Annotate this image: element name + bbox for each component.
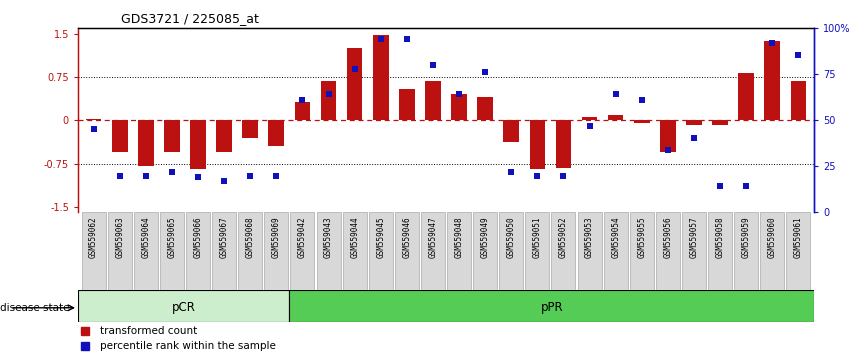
FancyBboxPatch shape [316,212,340,290]
Bar [112,120,127,152]
Text: GSM559061: GSM559061 [794,216,803,258]
Text: GSM559050: GSM559050 [507,216,516,258]
Text: GSM559062: GSM559062 [89,216,98,258]
FancyBboxPatch shape [369,212,393,290]
Bar [86,119,101,120]
FancyBboxPatch shape [212,212,236,290]
FancyBboxPatch shape [630,212,654,290]
FancyBboxPatch shape [604,212,628,290]
FancyBboxPatch shape [264,212,288,290]
Bar [712,120,728,125]
Text: GSM559044: GSM559044 [350,216,359,258]
Text: GSM559055: GSM559055 [637,216,646,258]
Text: GSM559069: GSM559069 [272,216,281,258]
Bar [765,41,780,120]
FancyBboxPatch shape [134,212,158,290]
Bar [346,48,363,120]
Text: GSM559047: GSM559047 [429,216,437,258]
FancyBboxPatch shape [421,212,445,290]
FancyBboxPatch shape [786,212,811,290]
FancyBboxPatch shape [682,212,706,290]
Bar [503,120,519,142]
Text: GSM559052: GSM559052 [559,216,568,258]
FancyBboxPatch shape [526,212,549,290]
Text: GDS3721 / 225085_at: GDS3721 / 225085_at [121,12,259,25]
Bar [78,290,289,322]
FancyBboxPatch shape [473,212,497,290]
Text: percentile rank within the sample: percentile rank within the sample [100,341,276,351]
FancyBboxPatch shape [186,212,210,290]
Bar [164,120,180,152]
Bar [686,120,701,125]
Text: GSM559053: GSM559053 [585,216,594,258]
Text: GSM559058: GSM559058 [715,216,725,258]
FancyBboxPatch shape [81,212,106,290]
Bar [373,35,389,120]
Text: GSM559048: GSM559048 [455,216,463,258]
Bar [791,81,806,120]
FancyBboxPatch shape [760,212,785,290]
FancyBboxPatch shape [290,212,314,290]
Text: GSM559064: GSM559064 [141,216,151,258]
Text: GSM559045: GSM559045 [376,216,385,258]
Text: GSM559068: GSM559068 [246,216,255,258]
FancyBboxPatch shape [708,212,732,290]
Bar [242,120,258,138]
Text: GSM559043: GSM559043 [324,216,333,258]
Bar [191,120,206,169]
FancyBboxPatch shape [107,212,132,290]
Bar [608,115,624,120]
Text: GSM559051: GSM559051 [533,216,542,258]
Text: disease state: disease state [0,303,69,313]
Text: GSM559063: GSM559063 [115,216,124,258]
Text: GSM559057: GSM559057 [689,216,699,258]
Text: GSM559059: GSM559059 [741,216,751,258]
Text: pCR: pCR [171,301,196,314]
FancyBboxPatch shape [160,212,184,290]
FancyBboxPatch shape [343,212,366,290]
FancyBboxPatch shape [552,212,576,290]
FancyBboxPatch shape [447,212,471,290]
Text: GSM559066: GSM559066 [193,216,203,258]
Bar [399,89,415,120]
Bar [289,290,814,322]
Text: GSM559042: GSM559042 [298,216,307,258]
FancyBboxPatch shape [578,212,602,290]
Bar [477,97,493,120]
Text: GSM559060: GSM559060 [768,216,777,258]
Bar [660,120,675,152]
Text: GSM559054: GSM559054 [611,216,620,258]
Text: GSM559067: GSM559067 [220,216,229,258]
Text: transformed count: transformed count [100,326,197,336]
Bar [739,73,754,120]
Bar [320,81,336,120]
Bar [425,81,441,120]
Bar [216,120,232,152]
Text: pPR: pPR [540,301,563,314]
FancyBboxPatch shape [734,212,758,290]
Text: GSM559065: GSM559065 [167,216,177,258]
Bar [582,118,598,120]
Bar [556,120,572,167]
Bar [634,120,650,123]
Text: GSM559049: GSM559049 [481,216,489,258]
Bar [529,120,546,169]
Text: GSM559046: GSM559046 [403,216,411,258]
FancyBboxPatch shape [395,212,419,290]
Text: GSM559056: GSM559056 [663,216,672,258]
FancyBboxPatch shape [656,212,680,290]
FancyBboxPatch shape [238,212,262,290]
Bar [294,102,310,120]
Bar [268,120,284,146]
FancyBboxPatch shape [499,212,523,290]
Bar [138,120,153,166]
Bar [451,95,467,120]
